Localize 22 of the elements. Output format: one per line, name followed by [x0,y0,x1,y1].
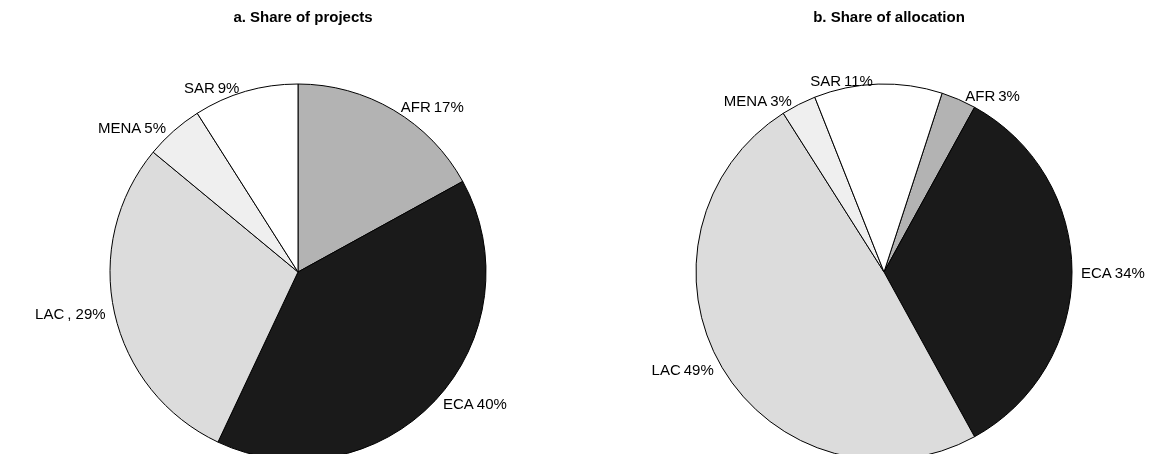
slice-label: AFR [400,98,431,116]
slice-label: SAR [183,79,215,97]
data-label: 11% [844,71,873,89]
slice-label: LAC [35,305,65,323]
data-label: 17% [433,98,464,116]
slice-label: MENA [723,92,768,110]
slice-label: ECA [1081,263,1112,281]
data-label: , 29% [67,305,106,323]
data-label: 9% [217,79,240,97]
data-label: 49% [683,361,714,379]
data-label: 40% [476,394,507,412]
data-label: 34% [1114,263,1145,281]
slice-label: MENA [98,119,142,137]
data-label: 5% [144,119,167,137]
slice-label: SAR [810,71,842,89]
chart-title: a. Share of projects [233,8,373,25]
slice-label: ECA [442,394,474,412]
slice-label: LAC [651,361,681,379]
chart-title: b. Share of allocation [813,8,965,25]
slice-label: AFR [965,87,996,105]
data-label: 3% [770,92,792,110]
data-label: 3% [998,87,1020,105]
